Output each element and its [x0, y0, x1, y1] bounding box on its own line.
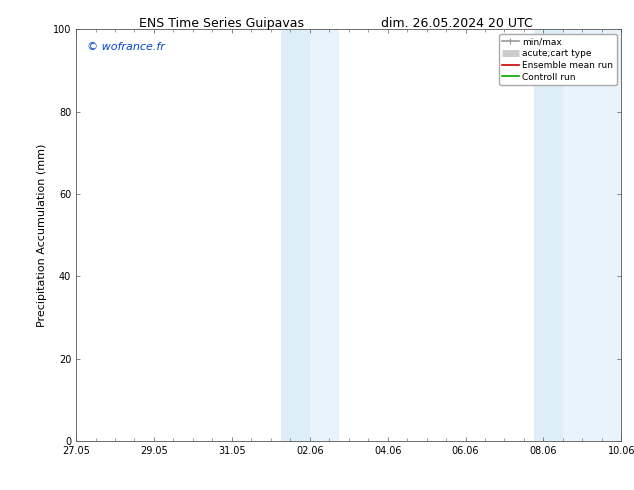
Text: dim. 26.05.2024 20 UTC: dim. 26.05.2024 20 UTC [380, 17, 533, 30]
Legend: min/max, acute;cart type, Ensemble mean run, Controll run: min/max, acute;cart type, Ensemble mean … [499, 34, 617, 85]
Text: ENS Time Series Guipavas: ENS Time Series Guipavas [139, 17, 304, 30]
Bar [563, 29, 621, 441]
Y-axis label: Precipitation Accumulation (mm): Precipitation Accumulation (mm) [37, 144, 48, 327]
Bar [310, 29, 339, 441]
Bar [280, 29, 310, 441]
Text: © wofrance.fr: © wofrance.fr [87, 42, 165, 52]
Bar [534, 29, 563, 441]
